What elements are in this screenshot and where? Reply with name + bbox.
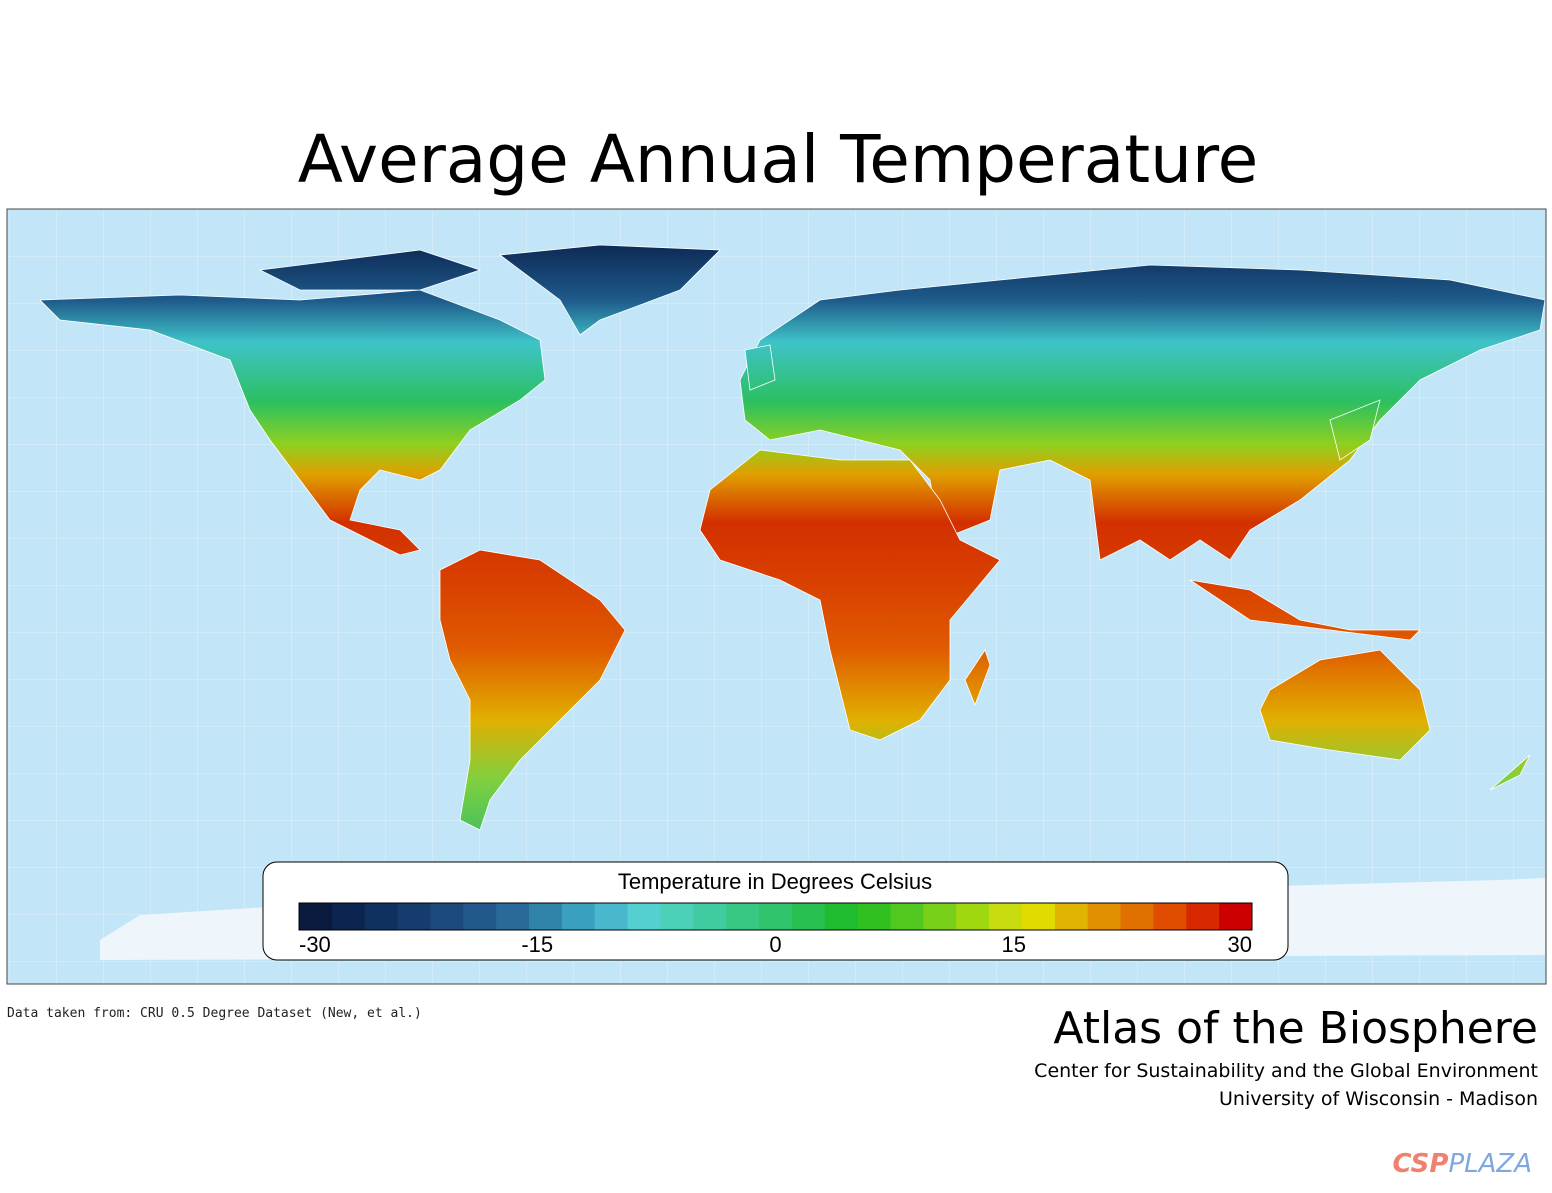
- legend-tick-label: 30: [1228, 932, 1252, 957]
- legend-swatch: [923, 903, 957, 930]
- map: [6, 208, 1547, 985]
- legend-tick-label: -15: [521, 932, 553, 957]
- legend-swatch: [824, 903, 859, 930]
- legend-swatch: [660, 903, 694, 930]
- legend-tick-label: -30: [299, 932, 331, 957]
- title: Average Annual Temperature: [298, 121, 1258, 198]
- legend-swatch: [463, 903, 497, 930]
- legend-swatch: [1219, 903, 1253, 930]
- legend-swatch: [331, 903, 366, 930]
- legend-swatch: [594, 903, 629, 930]
- legend-swatch: [693, 903, 727, 930]
- legend-swatch: [726, 903, 760, 930]
- footer-title: Atlas of the Biosphere: [1053, 1003, 1538, 1054]
- legend-title: Temperature in Degrees Celsius: [618, 869, 932, 894]
- source-note: Data taken from: CRU 0.5 Degree Dataset …: [7, 1006, 422, 1021]
- footer-line: University of Wisconsin - Madison: [1219, 1088, 1538, 1110]
- legend-swatch: [989, 903, 1023, 930]
- legend-swatch: [561, 903, 596, 930]
- legend-swatch: [397, 903, 431, 930]
- legend-swatch: [956, 903, 990, 930]
- legend-swatch: [1087, 903, 1122, 930]
- legend-swatch: [627, 903, 661, 930]
- legend: Temperature in Degrees Celsius -30 -15 0 15…: [262, 861, 1289, 961]
- legend-swatch: [430, 903, 464, 930]
- legend-swatch: [364, 903, 399, 930]
- legend-swatch: [890, 903, 924, 930]
- legend-swatch: [1186, 903, 1220, 930]
- legend-swatch: [1054, 903, 1089, 930]
- legend-tick-label: 0: [769, 932, 781, 957]
- legend-swatch: [1021, 903, 1056, 930]
- legend-swatch: [1153, 903, 1187, 930]
- legend-swatch: [496, 903, 530, 930]
- watermark: CSPPLAZA: [1393, 1149, 1533, 1179]
- legend-swatch: [857, 903, 892, 930]
- legend-swatch: [529, 903, 563, 930]
- legend-frame: [298, 902, 1253, 931]
- legend-swatch: [1120, 903, 1154, 930]
- footer-line: Center for Sustainability and the Global…: [1034, 1060, 1538, 1082]
- legend-swatch: [791, 903, 826, 930]
- legend-swatch: [299, 903, 333, 930]
- legend-swatch: [759, 903, 793, 930]
- legend-tick-label: 15: [1002, 932, 1026, 957]
